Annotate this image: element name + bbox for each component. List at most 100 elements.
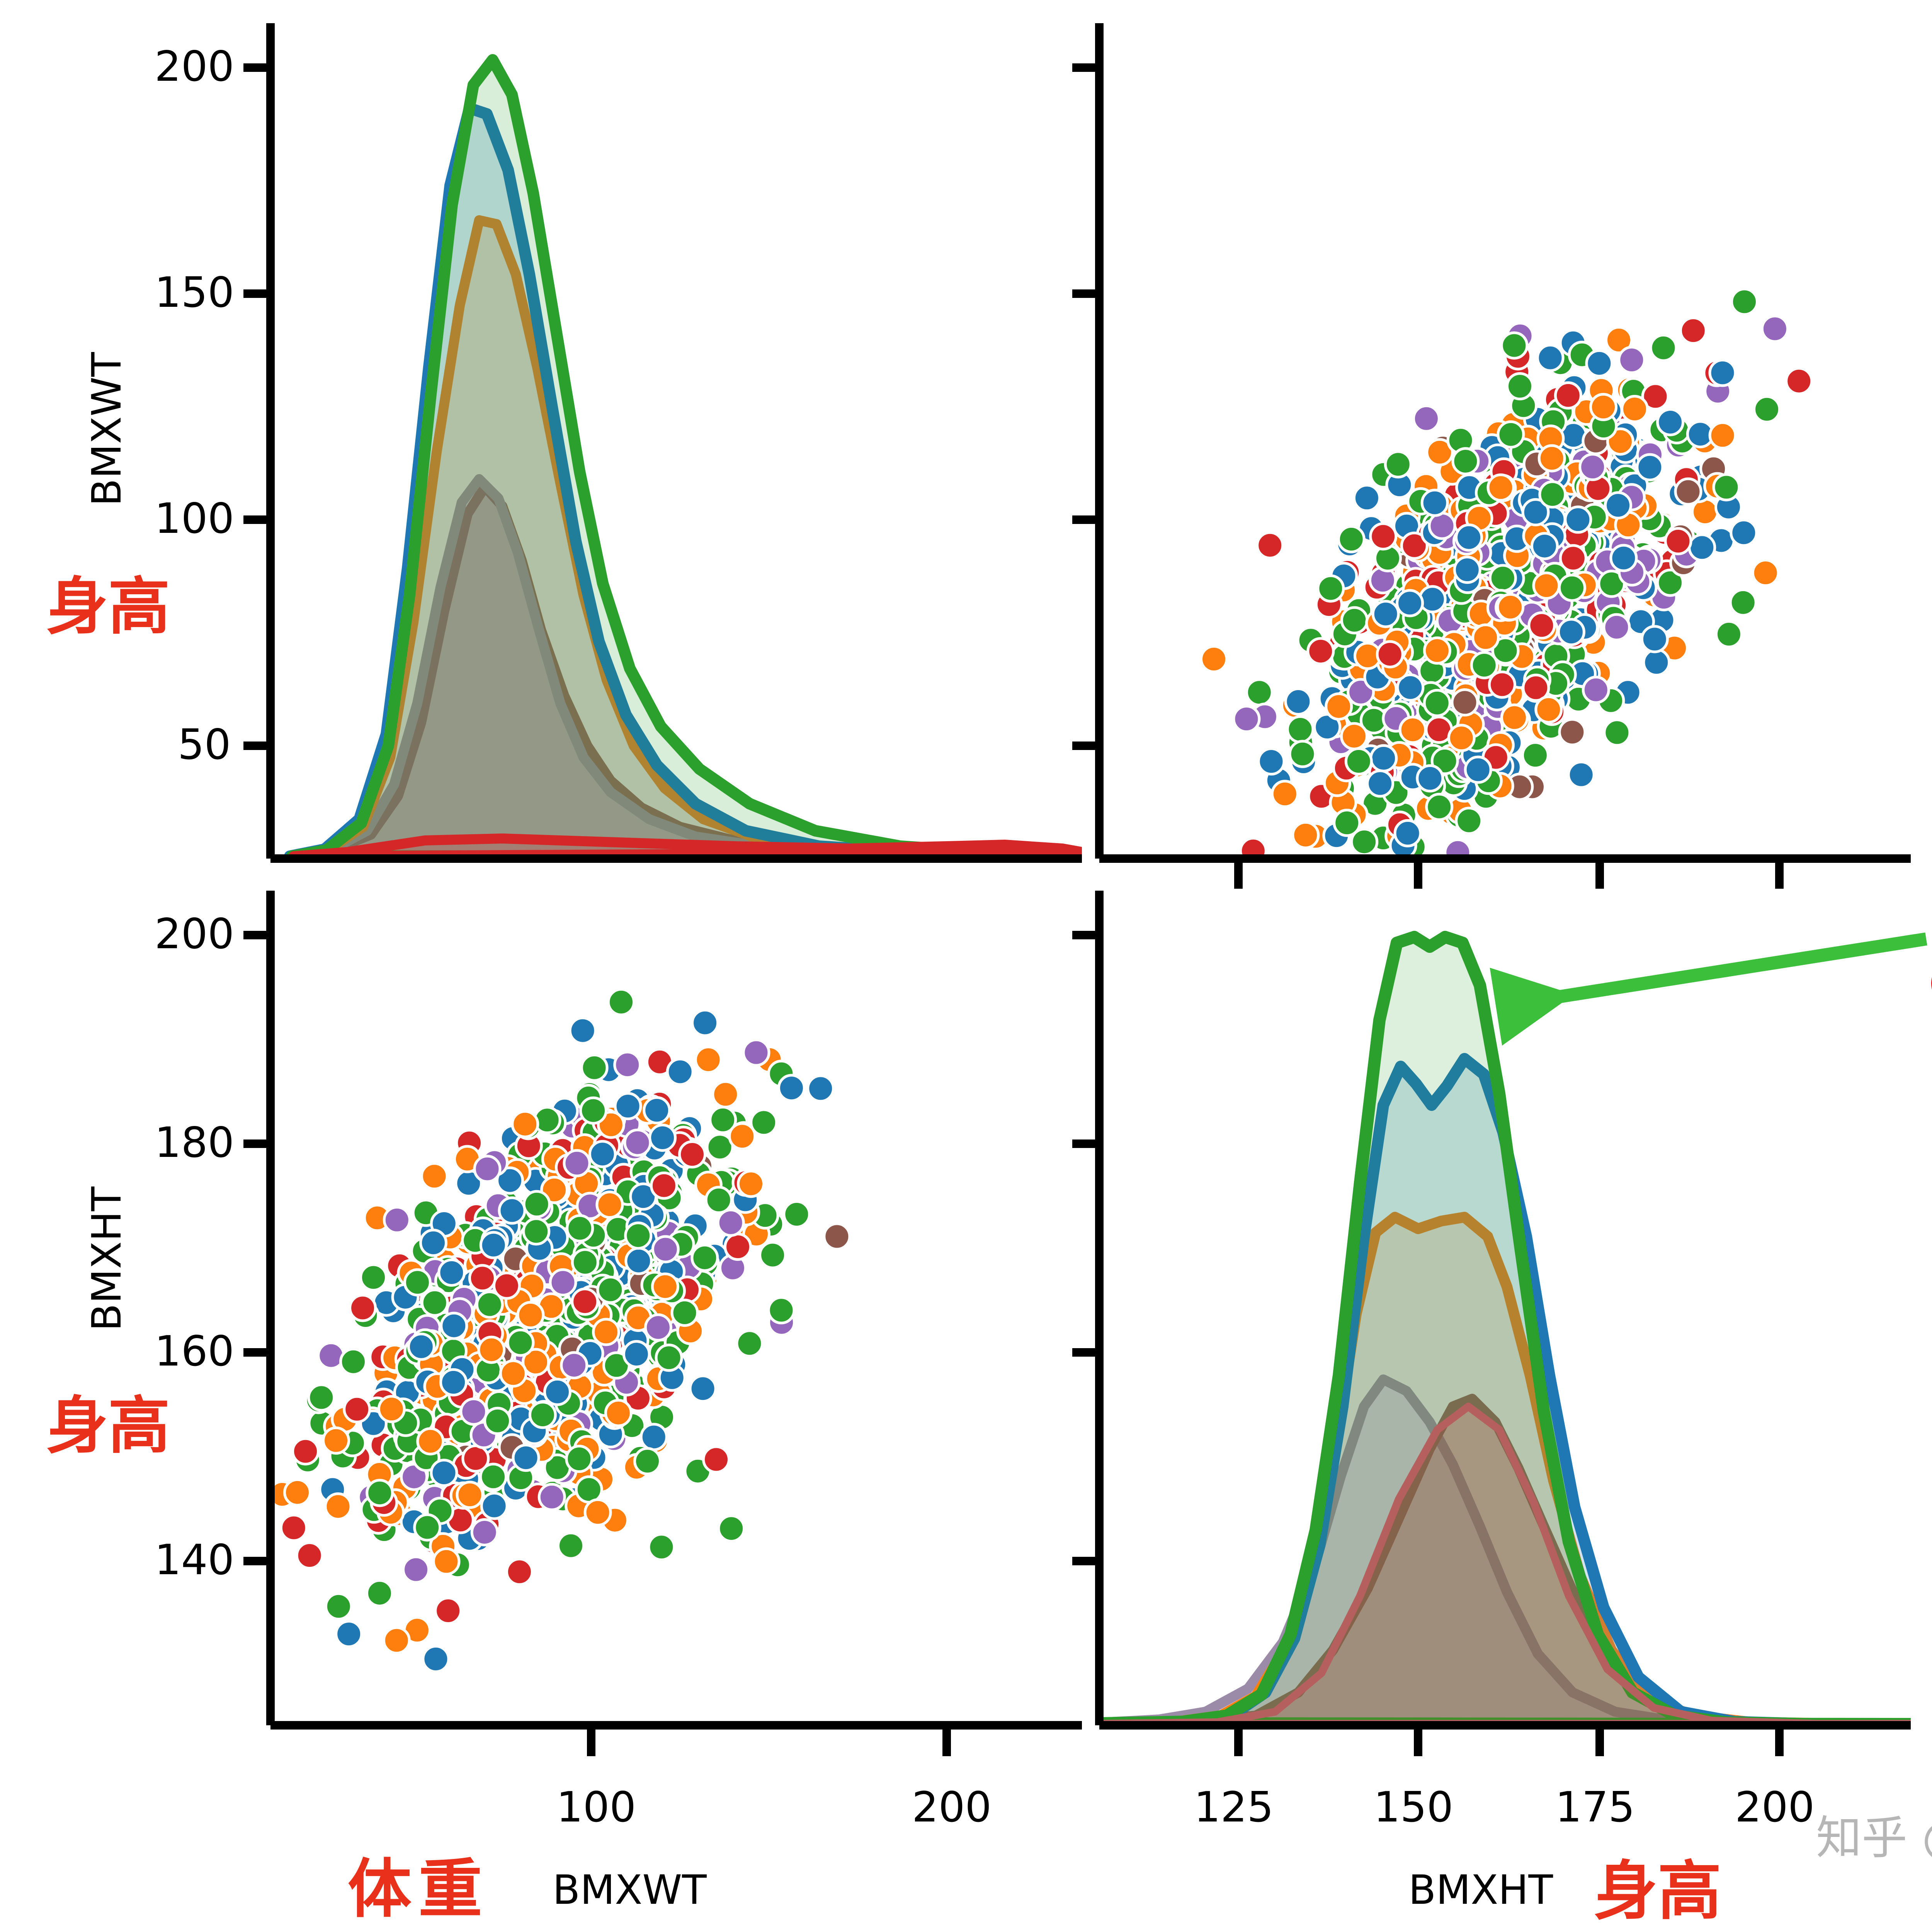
scatter-point: [1617, 346, 1646, 374]
scatter-point: [670, 1298, 699, 1327]
scatter-point: [633, 1447, 662, 1475]
scatter-point: [1537, 444, 1566, 473]
scatter-point: [483, 1406, 512, 1435]
scatter-point: [595, 1190, 624, 1219]
scatter-point: [560, 1351, 588, 1379]
scatter-point: [1491, 636, 1520, 665]
scatter-point: [777, 1074, 806, 1102]
scatter-point: [506, 1328, 535, 1357]
scatter-point: [1679, 316, 1708, 345]
scatter-point: [512, 1444, 540, 1472]
scatter-point: [644, 1313, 672, 1342]
scatter-point: [1376, 640, 1404, 668]
scatter-point: [1396, 589, 1424, 617]
scatter-point: [742, 1038, 770, 1067]
scatter-point: [592, 1318, 620, 1346]
ylabel-top-left: BMXWT: [83, 352, 130, 506]
scatter-point: [549, 1268, 577, 1297]
scatter-point: [499, 1359, 527, 1388]
scatter-point: [706, 1133, 734, 1162]
kde-curve-somecollege-tl: [286, 54, 1082, 858]
panel-bottom-right-axes: [1072, 891, 1911, 1756]
scatter-point: [1455, 523, 1483, 552]
scatter-point: [1200, 645, 1228, 673]
scatter-point: [382, 1626, 411, 1655]
scatter-point: [432, 1547, 461, 1576]
scatter-point: [1352, 484, 1381, 512]
ytick-bl-180: 180: [155, 1119, 235, 1167]
scatter-point: [1316, 574, 1345, 603]
scatter-point: [434, 1597, 463, 1625]
scatter-point: [1286, 715, 1315, 743]
scatter-point: [1785, 367, 1813, 395]
scatter-point: [505, 1558, 534, 1586]
scatter-point: [1416, 764, 1444, 793]
scatter-point: [1256, 531, 1284, 560]
scatter-point: [1337, 525, 1366, 553]
scatter-point: [359, 1263, 388, 1292]
scatter-point: [295, 1541, 324, 1570]
scatter-point: [622, 1340, 651, 1368]
scatter-point: [759, 1241, 787, 1269]
scatter-point: [691, 1009, 719, 1037]
scatter-point: [1340, 722, 1368, 750]
xtick-bl-200: 200: [912, 1783, 992, 1832]
scatter-point: [511, 1110, 539, 1138]
scatter-point: [1418, 585, 1447, 614]
scatter-point: [1656, 568, 1685, 597]
scatter-point: [1730, 287, 1759, 316]
scatter-point: [1455, 806, 1483, 835]
scatter-point: [1470, 651, 1498, 679]
scatter-point: [651, 1272, 679, 1301]
kde-curve-9-11-tl: [289, 833, 1082, 858]
scatter-point: [588, 1140, 617, 1168]
scatter-point: [1656, 408, 1685, 436]
scatter-point: [1729, 588, 1757, 617]
scatter-point: [623, 1128, 652, 1157]
scatter-point: [1521, 498, 1550, 527]
ytick-bl-140: 140: [155, 1536, 235, 1584]
scatter-point: [717, 1514, 746, 1543]
scatter-point: [643, 1096, 671, 1124]
scatter-point: [1428, 512, 1456, 540]
scatter-point: [579, 1096, 607, 1125]
scatter-point: [407, 1332, 435, 1361]
scatter-point: [430, 1459, 458, 1487]
scatter-point: [1536, 344, 1565, 372]
scatter-point: [420, 1288, 449, 1317]
scatter-point: [1257, 747, 1286, 776]
scatter-point: [324, 1492, 352, 1521]
scatter-point: [737, 1170, 765, 1198]
scatter-point: [283, 1478, 311, 1507]
scatter-point: [461, 1444, 490, 1473]
panel-bottom-right-content: [1099, 931, 1911, 1725]
scatter-point: [1232, 705, 1261, 733]
panel-top-right-axes: [1072, 23, 1911, 889]
annotation-height-top-left: 身高: [46, 570, 170, 643]
scatter-point: [1664, 527, 1692, 555]
scatter-point: [1641, 382, 1670, 411]
scatter-point: [1602, 613, 1631, 641]
scatter-point: [1603, 718, 1631, 747]
panel-bottom-left-content: [270, 988, 851, 1673]
scatter-point: [366, 1479, 394, 1507]
scatter-point: [1621, 395, 1649, 423]
scatter-point: [1486, 473, 1515, 502]
scatter-point: [1396, 673, 1425, 702]
annotation-height-bottom-right: 身高: [1594, 1854, 1721, 1928]
scatter-point: [1500, 331, 1529, 360]
scatter-point: [1369, 522, 1398, 551]
scatter-point: [1371, 600, 1400, 628]
scatter-point: [470, 1518, 499, 1546]
scatter-point: [324, 1592, 353, 1621]
scatter-point: [516, 1301, 545, 1329]
scatter-point: [492, 1271, 521, 1300]
scatter-point: [1585, 349, 1614, 378]
scatter-point: [473, 1155, 502, 1183]
scatter-point: [416, 1427, 445, 1456]
xtick-br-150: 150: [1374, 1783, 1454, 1832]
scatter-point: [420, 1162, 449, 1190]
scatter-point: [565, 1445, 594, 1473]
scatter-point: [678, 1140, 706, 1168]
